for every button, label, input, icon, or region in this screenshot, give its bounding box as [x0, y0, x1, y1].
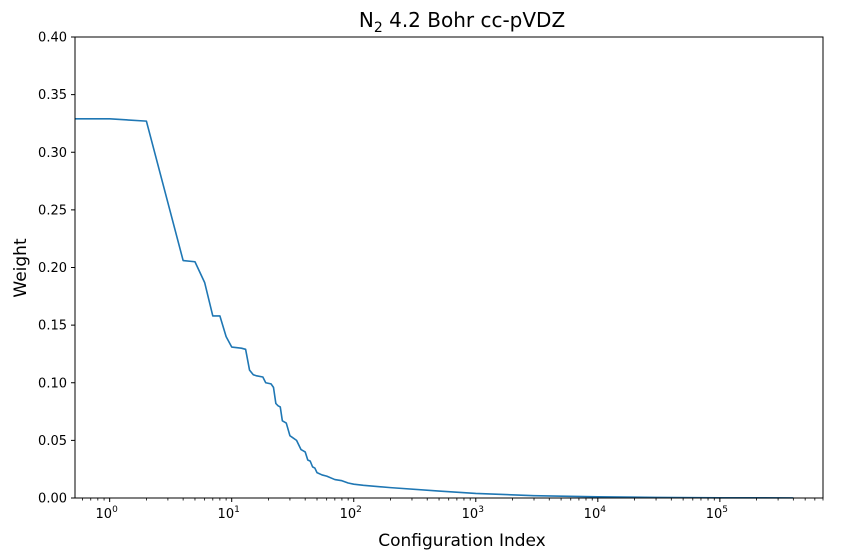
title-rest: 4.2 Bohr cc-pVDZ — [383, 8, 565, 32]
series-line-0 — [75, 118, 794, 499]
x-tick-label: 100 — [96, 505, 119, 522]
y-tick-label: 0.30 — [38, 146, 67, 161]
x-tick-label: 103 — [462, 505, 484, 522]
x-tick-label: 104 — [584, 505, 607, 522]
title-subscript: 2 — [374, 20, 383, 36]
x-tick-label: 101 — [218, 505, 240, 522]
y-tick-label: 0.25 — [38, 203, 67, 218]
y-tick-label: 0.40 — [38, 31, 67, 46]
title-main: N — [359, 8, 374, 32]
x-tick-label: 102 — [340, 505, 362, 522]
y-axis-label: Weight — [11, 238, 31, 298]
y-tick-label: 0.10 — [38, 376, 67, 391]
x-axis-label: Configuration Index — [378, 531, 546, 551]
y-tick-label: 0.05 — [38, 434, 67, 449]
y-tick-label: 0.20 — [38, 261, 67, 276]
x-tick-label: 105 — [706, 505, 728, 522]
y-axis: 0.00 0.05 0.10 0.15 0.20 0.25 0.30 0.35 0.40 — [38, 31, 75, 507]
y-tick-label: 0.15 — [38, 319, 67, 334]
x-axis: 100 101 102 103 104 105 — [82, 498, 824, 522]
chart-title: N2 4.2 Bohr cc-pVDZ — [359, 8, 565, 36]
y-tick-label: 0.35 — [38, 88, 67, 103]
y-tick-label: 0.00 — [38, 492, 67, 507]
